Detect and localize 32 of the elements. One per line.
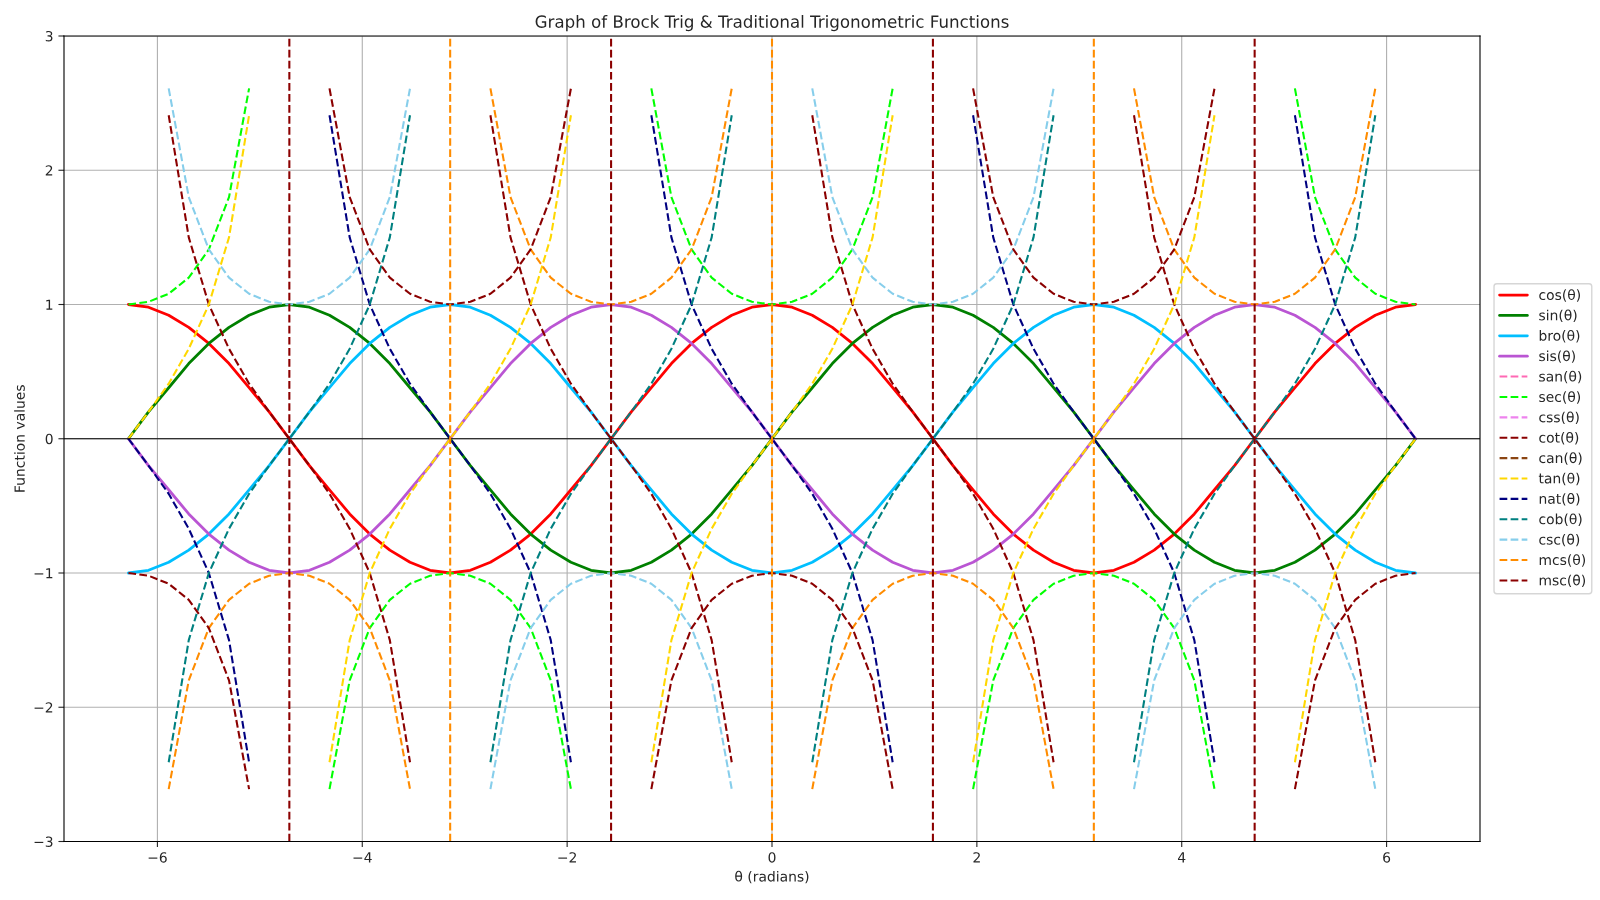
x-axis-title: θ (radians) <box>735 870 809 884</box>
legend-label: csc(θ) <box>1539 533 1580 547</box>
x-tick-label: −4 <box>353 852 372 863</box>
y-tick-label: 2 <box>45 165 53 176</box>
x-tick-label: −2 <box>558 852 576 863</box>
y-tick-label: 1 <box>46 299 53 310</box>
y-tick-label: 0 <box>45 433 53 445</box>
legend-label: can(θ) <box>1539 452 1582 465</box>
y-tick-label: 3 <box>45 30 53 42</box>
x-tick-label: −6 <box>148 852 167 863</box>
x-tick-label: 2 <box>973 852 980 863</box>
legend-label: cob(θ) <box>1539 513 1582 526</box>
y-axis-title: Function values <box>14 385 25 492</box>
y-tick-label: −2 <box>34 702 53 713</box>
y-tick-label: −1 <box>34 568 53 579</box>
legend-label: bro(θ) <box>1539 329 1580 343</box>
legend-label: nat(θ) <box>1539 493 1580 506</box>
legend-label: css(θ) <box>1539 411 1579 425</box>
chart-title: Graph of Brock Trig & Traditional Trigonometric Functions <box>535 15 1009 32</box>
legend-label: mcs(θ) <box>1539 554 1586 567</box>
legend-label: sis(θ) <box>1539 350 1575 363</box>
y-tick-label: −3 <box>34 836 53 847</box>
x-tick-label: 6 <box>1383 852 1391 863</box>
x-tick-label: 4 <box>1177 852 1186 863</box>
legend-label: sec(θ) <box>1539 391 1581 404</box>
legend-label: sin(θ) <box>1539 309 1577 323</box>
legend-label: cot(θ) <box>1539 431 1579 445</box>
legend-label: cos(θ) <box>1539 289 1580 302</box>
legend-label: msc(θ) <box>1539 574 1586 588</box>
legend-label: san(θ) <box>1539 370 1582 384</box>
legend-label: tan(θ) <box>1538 472 1580 486</box>
x-tick-label: 0 <box>768 852 776 863</box>
